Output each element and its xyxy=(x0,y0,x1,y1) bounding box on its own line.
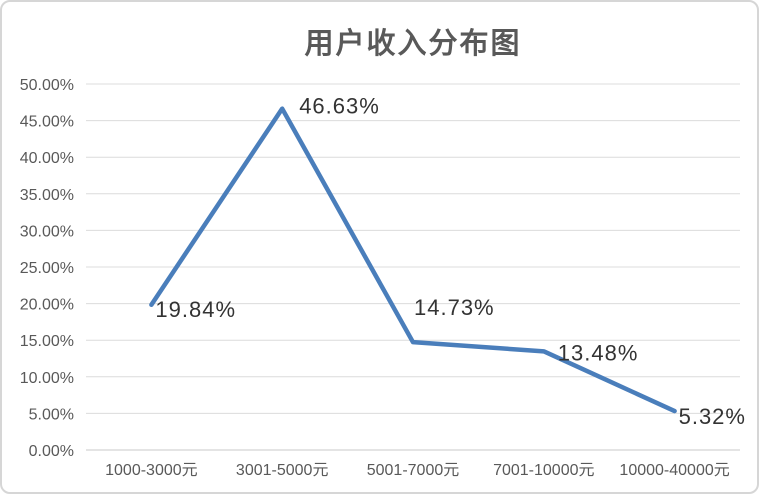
data-label: 19.84% xyxy=(155,297,236,322)
y-tick-label: 5.00% xyxy=(29,406,74,423)
y-tick-label: 25.00% xyxy=(20,260,74,277)
data-label: 5.32% xyxy=(679,404,746,429)
y-tick-label: 20.00% xyxy=(20,297,74,314)
y-tick-label: 50.00% xyxy=(20,77,74,94)
x-tick-label: 10000-40000元 xyxy=(619,462,729,479)
y-tick-label: 40.00% xyxy=(20,150,74,167)
data-label: 46.63% xyxy=(299,94,380,119)
y-tick-label: 35.00% xyxy=(20,187,74,204)
y-tick-label: 15.00% xyxy=(20,333,74,350)
y-tick-label: 30.00% xyxy=(20,223,74,240)
data-label: 14.73% xyxy=(414,295,495,320)
y-tick-label: 10.00% xyxy=(20,370,74,387)
x-tick-label: 1000-3000元 xyxy=(105,462,198,479)
x-tick-label: 5001-7000元 xyxy=(367,462,460,479)
data-label: 13.48% xyxy=(558,340,639,365)
chart-title: 用户收入分布图 xyxy=(304,28,522,60)
x-tick-label: 3001-5000元 xyxy=(236,462,329,479)
series-line xyxy=(149,106,677,414)
x-tick-label: 7001-10000元 xyxy=(493,462,594,479)
y-tick-label: 0.00% xyxy=(29,443,74,460)
y-tick-label: 45.00% xyxy=(20,114,74,131)
